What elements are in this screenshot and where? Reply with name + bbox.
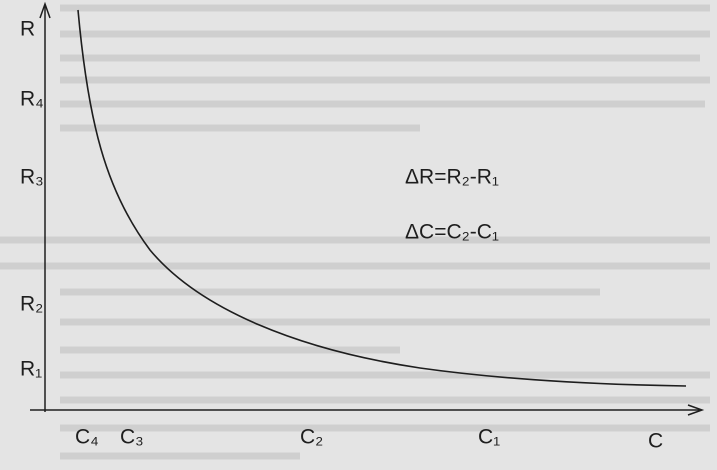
y-axis-label: R bbox=[20, 18, 35, 41]
annotation: ΔR=R₂-R₁ bbox=[405, 166, 499, 189]
annotation: ΔC=C₂-C₁ bbox=[405, 221, 499, 244]
x-tick-label: C₂ bbox=[300, 426, 323, 449]
x-tick-label: C₃ bbox=[120, 426, 144, 449]
x-tick-label: C₁ bbox=[478, 426, 500, 449]
y-tick-label: R₃ bbox=[20, 166, 44, 189]
y-tick-label: R₂ bbox=[20, 293, 43, 316]
x-axis-label: C bbox=[648, 430, 663, 453]
y-arrow bbox=[39, 1, 51, 19]
bleed-through-text bbox=[0, 4, 710, 460]
curve bbox=[77, 9, 687, 387]
x-arrow bbox=[687, 404, 705, 416]
y-tick-label: R₁ bbox=[20, 358, 42, 381]
x-tick-label: C₄ bbox=[75, 426, 99, 449]
y-tick-label: R₄ bbox=[20, 88, 44, 111]
